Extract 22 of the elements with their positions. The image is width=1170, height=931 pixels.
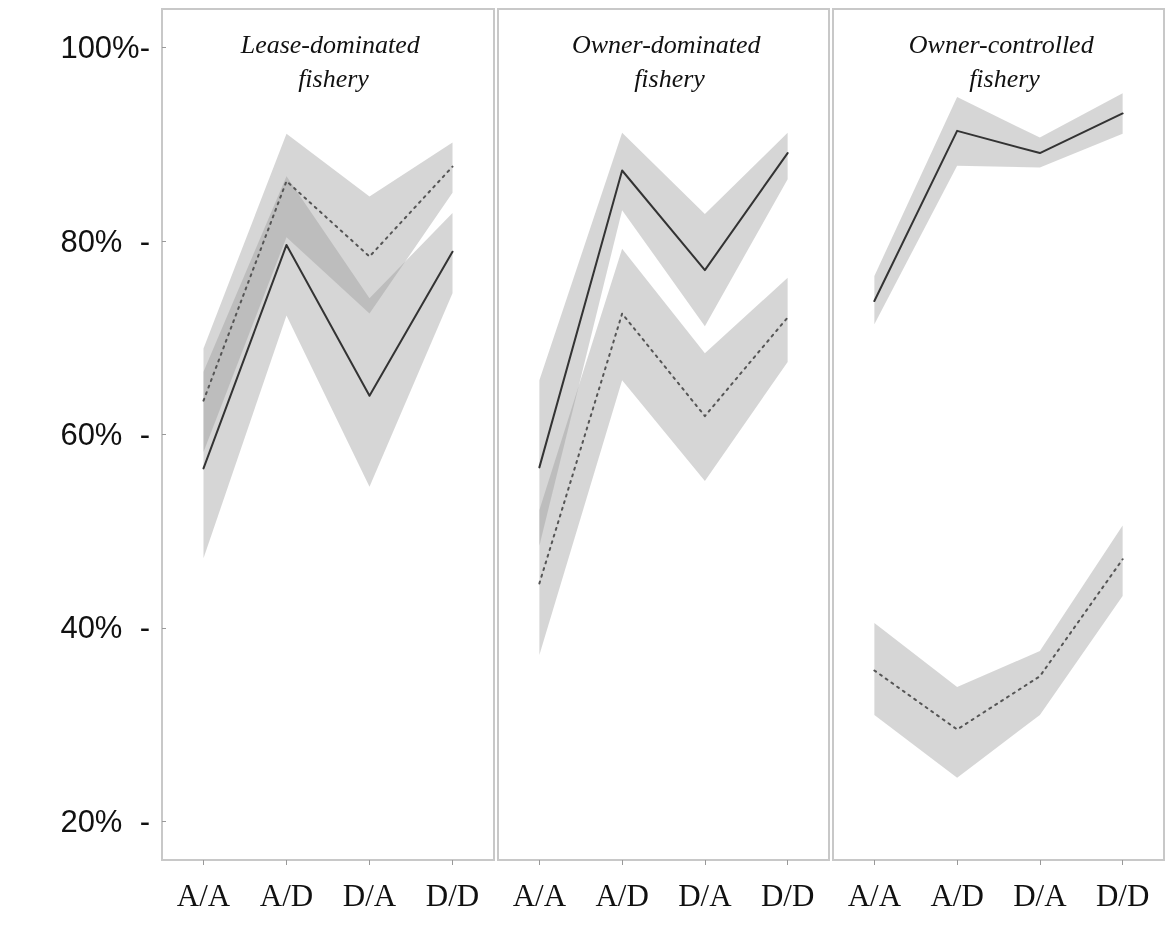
text: Owner-dominated fishery: [571, 29, 768, 93]
x-tick-label: A/D: [930, 878, 984, 913]
x-tick-label: A/A: [176, 878, 231, 913]
x-tick-label: D/A: [342, 878, 397, 913]
x-tick-label: D/D: [1095, 878, 1150, 913]
x-tick-label: A/D: [259, 878, 314, 913]
x-tick-label: D/D: [425, 878, 480, 913]
x-tick-label: D/A: [1013, 878, 1068, 913]
x-tick-label: A/A: [512, 878, 567, 913]
x-tick-label: A/A: [847, 878, 902, 913]
x-tick-label: D/D: [760, 878, 815, 913]
x-tick-label: A/D: [595, 878, 649, 913]
x-tick-label: D/A: [678, 878, 733, 913]
text: Owner-controlled fishery: [908, 29, 1101, 93]
y-tick-label: 20% -: [60, 803, 150, 839]
text: Lease-dominated fishery: [239, 29, 427, 93]
line-series: [202, 165, 454, 402]
y-tick-label: 100%-: [60, 30, 150, 66]
y-tick-label: 60% -: [60, 417, 150, 452]
line-series: [202, 243, 454, 470]
y-tick-label: 40% -: [60, 610, 150, 646]
y-tick-label: 80% -: [60, 223, 150, 259]
